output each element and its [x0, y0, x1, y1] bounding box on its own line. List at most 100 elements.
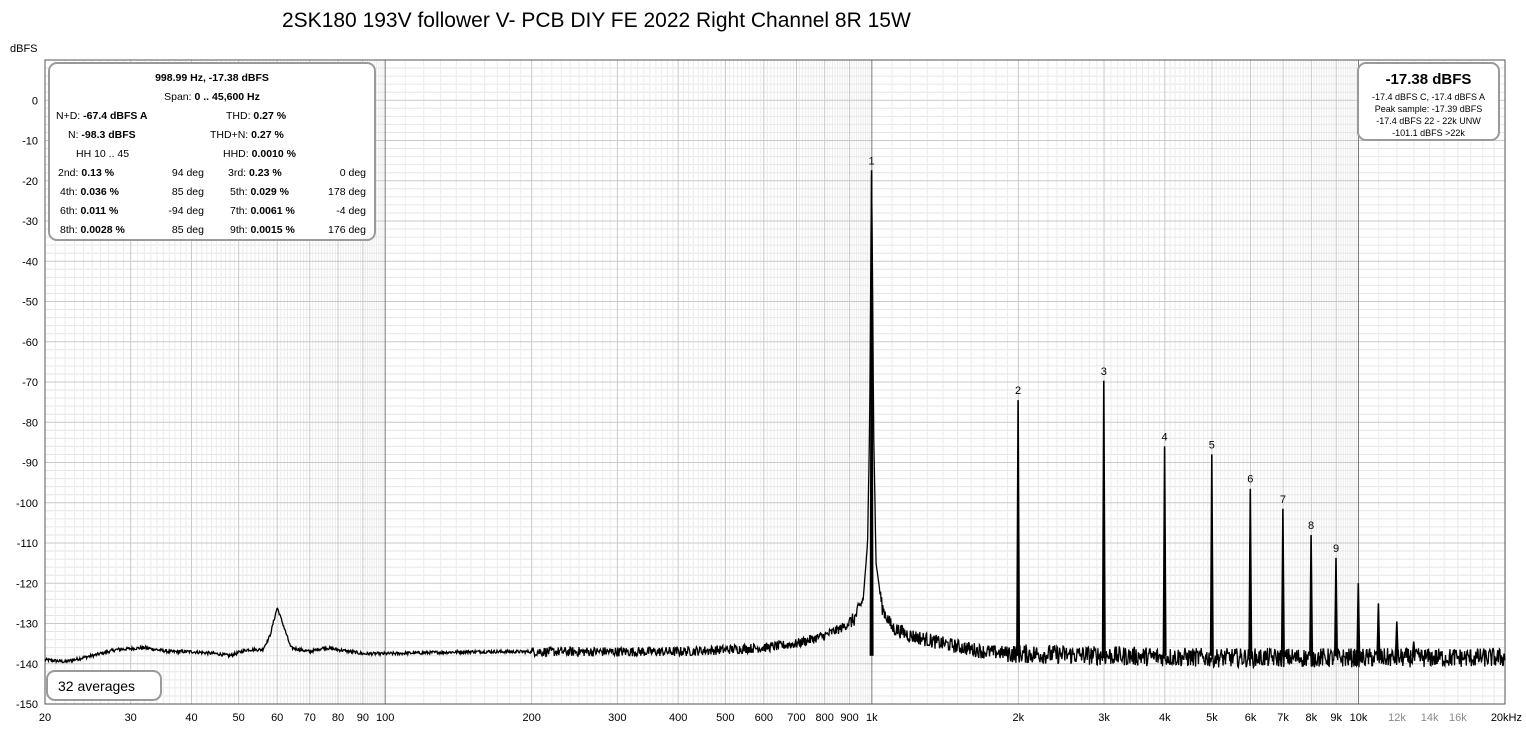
y-tick-label: -70: [22, 377, 38, 389]
chart-title: 2SK180 193V follower V- PCB DIY FE 2022 …: [282, 9, 911, 32]
level-above-22k: -101.1 dBFS >22k: [1392, 128, 1465, 138]
x-tick-label: 4k: [1159, 712, 1171, 724]
harmonic-peak-label: 4: [1162, 431, 1168, 443]
averages-badge: 32 averages: [46, 670, 162, 701]
y-tick-label: -60: [22, 337, 38, 349]
harmonic-peak-label: 8: [1308, 520, 1314, 532]
y-tick-label: -20: [22, 176, 38, 188]
x-tick-label: 60: [271, 712, 283, 724]
harmonic-phase: 0 deg: [339, 167, 366, 179]
harmonic-peaks: [869, 170, 1416, 656]
harmonic-peak: [1280, 508, 1285, 656]
x-tick-label: 10k: [1350, 712, 1368, 724]
hh-range: HH 10 .. 45: [76, 148, 130, 160]
harmonic-peak: [1376, 603, 1381, 656]
harmonic-9-row: 9th: 0.0015 %: [230, 224, 295, 236]
harmonic-value: 0.029 %: [250, 186, 289, 198]
y-tick-label: -80: [22, 417, 38, 429]
harmonic-value: 0.23 %: [249, 167, 282, 179]
thd-value: 0.27 %: [253, 110, 287, 122]
x-tick-label: 20: [39, 712, 51, 724]
x-tick-label: 500: [716, 712, 734, 724]
harmonic-peak: [1309, 534, 1314, 656]
hhd-label: HHD:: [223, 148, 249, 160]
harmonic-peak-label: 1: [869, 155, 875, 167]
harmonic-peak-label: 3: [1101, 366, 1107, 378]
x-tick-label: 200: [522, 712, 540, 724]
x-tick-label: 8k: [1306, 712, 1318, 724]
harmonic-phase: 85 deg: [171, 186, 204, 198]
harmonic-value: 0.0061 %: [250, 205, 295, 217]
n-label: N:: [68, 129, 79, 141]
x-tick-labels: 20 30 40 50 60 70 80 90 100 200 300 400 500 600 700 800…: [39, 712, 1522, 724]
harmonic-phase: 94 deg: [171, 167, 204, 179]
stats-header: 998.99 Hz, -17.38 dBFS: [155, 72, 269, 84]
x-tick-label: 400: [669, 712, 687, 724]
x-tick-label: 40: [185, 712, 197, 724]
harmonic-label: 7th:: [230, 205, 248, 217]
level-peak-sample: Peak sample: -17.39 dBFS: [1374, 104, 1483, 114]
y-tick-labels: 0 -10 -20 -30 -40 -50 -60 -70 -80 -90 -100 -110 -120…: [16, 95, 38, 711]
y-tick-label: 0: [32, 95, 38, 107]
x-tick-label: 2k: [1013, 712, 1025, 724]
harmonic-label: 8th:: [60, 224, 78, 236]
harmonic-peak: [1356, 583, 1361, 656]
harmonic-peak-label: 6: [1247, 474, 1253, 486]
y-tick-label: -50: [22, 297, 38, 309]
harmonic-label: 6th:: [60, 205, 78, 217]
y-tick-label: -150: [16, 699, 38, 711]
harmonic-5-row: 5th: 0.029 %: [230, 186, 289, 198]
thd-label: THD:: [226, 110, 251, 122]
x-tick-label: 80: [332, 712, 344, 724]
harmonic-3-row: 3rd: 0.23 %: [228, 167, 282, 179]
thdn-row: THD+N: 0.27 %: [210, 129, 284, 141]
thd-row: THD: 0.27 %: [226, 110, 286, 122]
thdn-label: THD+N:: [210, 129, 249, 141]
harmonic-peak: [1248, 488, 1253, 656]
harmonic-phase: 85 deg: [171, 224, 204, 236]
nd-value: -67.4 dBFS A: [83, 110, 148, 122]
x-tick-label: 50: [233, 712, 245, 724]
harmonic-peak-label: 9: [1333, 543, 1339, 555]
level-main-value: -17.38 dBFS: [1385, 71, 1472, 88]
harmonic-peak-label: 7: [1280, 494, 1286, 506]
harmonic-peak: [1411, 641, 1416, 656]
x-tick-label: 1k: [866, 712, 878, 724]
harmonic-label: 3rd:: [228, 167, 247, 179]
y-tick-label: -100: [16, 498, 38, 510]
harmonic-8-row: 8th: 0.0028 %: [60, 224, 125, 236]
x-tick-label: 6k: [1245, 712, 1257, 724]
harmonic-value: 0.0028 %: [80, 224, 125, 236]
x-tick-label: 14k: [1421, 712, 1439, 724]
level-weighting: -17.4 dBFS C, -17.4 dBFS A: [1371, 92, 1486, 102]
level-panel: -17.38 dBFS -17.4 dBFS C, -17.4 dBFS A P…: [1357, 62, 1500, 141]
y-axis-label: dBFS: [10, 43, 38, 55]
hhd-value: 0.0010 %: [251, 148, 296, 160]
x-tick-label: 12k: [1388, 712, 1406, 724]
x-tick-label: 3k: [1098, 712, 1110, 724]
y-tick-label: -140: [16, 659, 38, 671]
n-value: -98.3 dBFS: [81, 129, 136, 141]
x-tick-label: 5k: [1206, 712, 1218, 724]
x-tick-label: 30: [125, 712, 137, 724]
harmonic-peak: [1016, 400, 1021, 656]
x-tick-label: 70: [304, 712, 316, 724]
harmonic-phase: -94 deg: [168, 205, 204, 217]
harmonic-7-row: 7th: 0.0061 %: [230, 205, 295, 217]
harmonic-6-row: 6th: 0.011 %: [60, 205, 118, 217]
x-tick-label: 600: [755, 712, 773, 724]
nd-row: N+D: -67.4 dBFS A: [56, 110, 148, 122]
thd-stats-panel: 998.99 Hz, -17.38 dBFS Span: 0 .. 45,600…: [48, 62, 376, 241]
x-tick-label: 90: [357, 712, 369, 724]
harmonic-peak: [1162, 446, 1167, 656]
harmonic-label: 9th:: [230, 224, 248, 236]
harmonic-4-row: 4th: 0.036 %: [60, 186, 119, 198]
y-tick-label: -10: [22, 136, 38, 148]
harmonic-value: 0.011 %: [80, 205, 119, 217]
harmonic-peak: [1101, 380, 1106, 656]
y-tick-label: -120: [16, 578, 38, 590]
span-row: Span: 0 .. 45,600 Hz: [50, 91, 374, 103]
x-tick-label: 16k: [1449, 712, 1467, 724]
y-tick-label: -130: [16, 619, 38, 631]
